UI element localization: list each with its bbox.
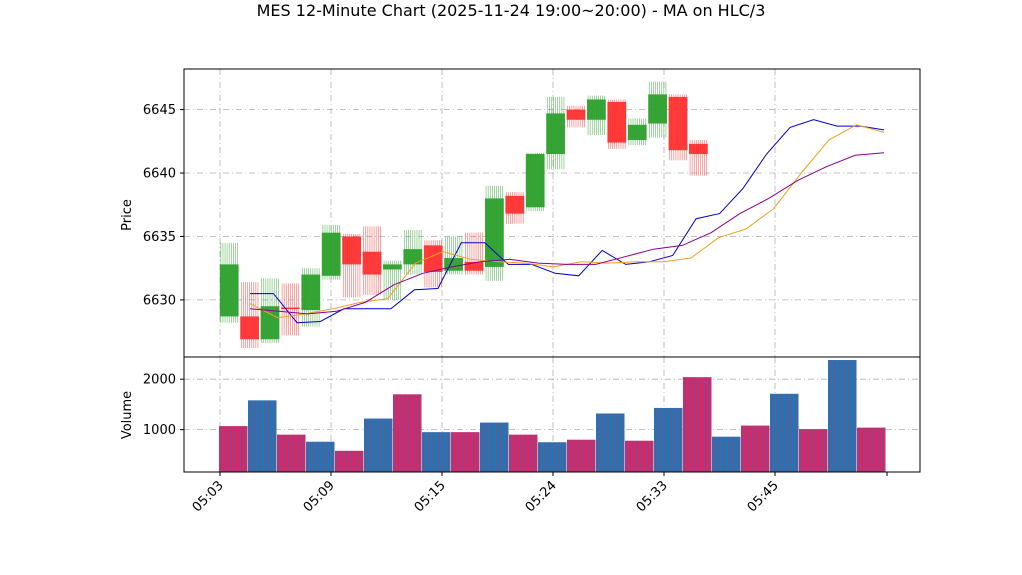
volume-axis-label: Volume — [120, 391, 135, 439]
candle-body-up — [485, 198, 504, 267]
volume-bar — [538, 442, 567, 472]
volume-tick-label: 1000 — [143, 423, 176, 438]
candle-body-down — [281, 307, 300, 310]
candle-body-up — [627, 124, 647, 141]
volume-tick-label: 2000 — [143, 373, 176, 388]
candle-body-down — [240, 316, 259, 340]
volume-bar — [712, 436, 741, 472]
volume-bar — [248, 400, 277, 472]
volume-bar — [770, 393, 799, 472]
candle-body-down — [342, 236, 361, 265]
candle-body-down — [464, 261, 484, 271]
candle-body-up — [525, 154, 545, 208]
x-tick-label: 05:15 — [412, 478, 449, 515]
volume-bar — [277, 434, 306, 472]
candle-body-down — [566, 109, 586, 120]
volume-panel-frame — [183, 356, 921, 473]
x-tick-label: 05:09 — [301, 478, 338, 515]
candle-body-up — [587, 99, 606, 120]
x-tick-label: 05:24 — [523, 478, 560, 515]
volume-bar — [480, 422, 509, 472]
volume-bar — [422, 432, 451, 472]
price-tick-label: 6635 — [143, 230, 176, 245]
candle-body-down — [689, 143, 708, 155]
candle-body-up — [546, 113, 565, 155]
candle-body-up — [260, 306, 280, 340]
x-tick-label: 05:33 — [634, 478, 671, 515]
volume-bar — [625, 440, 654, 472]
ma-fast-line — [250, 119, 885, 324]
volume-bar — [857, 427, 886, 472]
x-tick-label: 05:45 — [745, 478, 782, 515]
volume-bar — [567, 439, 596, 472]
price-tick-label: 6630 — [143, 293, 176, 308]
volume-bar — [306, 441, 335, 472]
candle-body-up — [403, 249, 423, 265]
candle-body-down — [607, 101, 627, 143]
candle-body-up — [321, 232, 341, 276]
volume-bar — [828, 360, 857, 472]
candle-body-up — [219, 264, 239, 317]
candle-body-down — [362, 251, 382, 275]
volume-bar — [364, 418, 393, 472]
x-tick-label: 05:03 — [190, 478, 227, 515]
candle-body-down — [668, 96, 688, 151]
candle-body-down — [505, 195, 525, 214]
volume-bar — [799, 429, 828, 472]
candle-body-up — [648, 94, 667, 124]
volume-bar — [683, 377, 712, 472]
chart-plot-layer: 6630 6635 6640 6645 1000 2000 05:03 05:09 05:15 0… — [143, 68, 921, 515]
volume-bar — [393, 394, 422, 472]
volume-bar — [335, 450, 364, 472]
volume-bar — [654, 407, 683, 472]
ma-slow-line — [249, 152, 885, 315]
volume-bar — [451, 432, 480, 472]
candle-body-up — [383, 264, 402, 270]
volume-bar — [596, 413, 625, 472]
candle-body-up — [444, 258, 463, 271]
price-tick-label: 6640 — [143, 167, 176, 182]
price-axis-label: Price — [120, 199, 135, 231]
volume-bar — [741, 425, 770, 472]
price-tick-label: 6645 — [143, 103, 176, 118]
chart-title: MES 12-Minute Chart (2025-11-24 19:00~20… — [257, 1, 766, 20]
volume-bar — [219, 426, 248, 472]
volume-bar — [509, 434, 538, 472]
candle-body-down — [423, 245, 443, 272]
candle-body-up — [301, 274, 321, 311]
